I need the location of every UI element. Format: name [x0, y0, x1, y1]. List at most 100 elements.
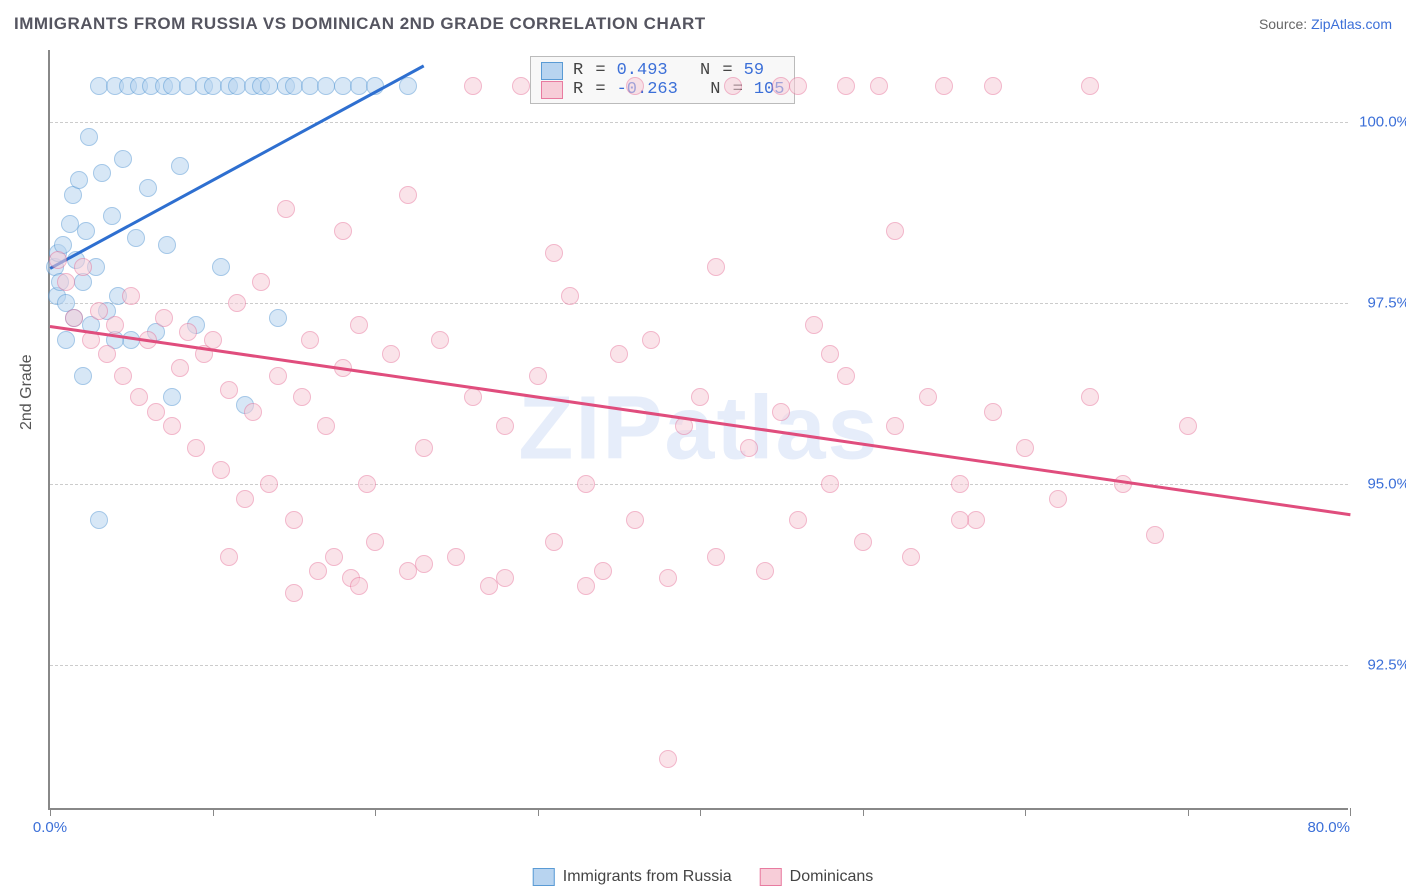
data-point	[577, 577, 595, 595]
data-point	[772, 403, 790, 421]
data-point	[309, 562, 327, 580]
data-point	[626, 77, 644, 95]
legend-swatch	[541, 81, 563, 99]
source-link[interactable]: ZipAtlas.com	[1311, 16, 1392, 32]
data-point	[103, 207, 121, 225]
data-point	[65, 309, 83, 327]
data-point	[171, 157, 189, 175]
data-point	[1081, 77, 1099, 95]
data-point	[252, 273, 270, 291]
data-point	[179, 323, 197, 341]
data-point	[707, 258, 725, 276]
r-label: R =	[573, 80, 607, 99]
data-point	[114, 367, 132, 385]
data-point	[529, 367, 547, 385]
data-point	[659, 569, 677, 587]
gridline	[50, 122, 1348, 123]
data-point	[269, 367, 287, 385]
data-point	[821, 475, 839, 493]
data-point	[1016, 439, 1034, 457]
data-point	[447, 548, 465, 566]
chart-header: IMMIGRANTS FROM RUSSIA VS DOMINICAN 2ND …	[0, 0, 1406, 40]
data-point	[740, 439, 758, 457]
x-tick-label: 0.0%	[33, 819, 67, 836]
data-point	[260, 475, 278, 493]
data-point	[98, 345, 116, 363]
data-point	[659, 750, 677, 768]
correlation-row: R =-0.263 N =105	[541, 80, 784, 99]
data-point	[935, 77, 953, 95]
data-point	[212, 258, 230, 276]
legend-item: Dominicans	[760, 868, 874, 886]
data-point	[821, 345, 839, 363]
legend-swatch	[760, 868, 782, 886]
data-point	[158, 236, 176, 254]
data-point	[350, 316, 368, 334]
data-point	[772, 77, 790, 95]
data-point	[594, 562, 612, 580]
data-point	[967, 511, 985, 529]
data-point	[399, 77, 417, 95]
data-point	[334, 222, 352, 240]
y-tick-label: 95.0%	[1354, 476, 1406, 493]
source-attribution: Source: ZipAtlas.com	[1259, 16, 1392, 32]
data-point	[1081, 388, 1099, 406]
data-point	[285, 511, 303, 529]
data-point	[1049, 490, 1067, 508]
data-point	[106, 316, 124, 334]
legend-label: Dominicans	[790, 868, 874, 886]
data-point	[837, 367, 855, 385]
data-point	[350, 577, 368, 595]
data-point	[77, 222, 95, 240]
x-tick	[700, 808, 701, 816]
data-point	[49, 251, 67, 269]
data-point	[577, 475, 595, 493]
data-point	[228, 294, 246, 312]
trend-line	[50, 325, 1350, 516]
data-point	[496, 569, 514, 587]
data-point	[984, 77, 1002, 95]
data-point	[691, 388, 709, 406]
data-point	[114, 150, 132, 168]
data-point	[886, 222, 904, 240]
data-point	[325, 548, 343, 566]
data-point	[74, 367, 92, 385]
source-label: Source:	[1259, 16, 1311, 32]
data-point	[155, 309, 173, 327]
legend-swatch	[541, 62, 563, 80]
scatter-chart: ZIPatlas R = 0.493 N = 59R =-0.263 N =10…	[48, 50, 1348, 810]
data-point	[382, 345, 400, 363]
y-tick-label: 92.5%	[1354, 657, 1406, 674]
data-point	[127, 229, 145, 247]
data-point	[93, 164, 111, 182]
data-point	[139, 179, 157, 197]
data-point	[854, 533, 872, 551]
y-tick-label: 100.0%	[1354, 114, 1406, 131]
data-point	[285, 584, 303, 602]
data-point	[610, 345, 628, 363]
data-point	[244, 403, 262, 421]
data-point	[919, 388, 937, 406]
x-tick	[538, 808, 539, 816]
data-point	[1179, 417, 1197, 435]
n-label: N =	[678, 61, 734, 80]
r-label: R =	[573, 61, 607, 80]
data-point	[464, 388, 482, 406]
data-point	[301, 331, 319, 349]
data-point	[480, 577, 498, 595]
data-point	[74, 258, 92, 276]
x-tick	[1350, 808, 1351, 816]
correlation-row: R = 0.493 N = 59	[541, 61, 784, 80]
data-point	[220, 381, 238, 399]
data-point	[724, 77, 742, 95]
x-tick	[50, 808, 51, 816]
data-point	[512, 77, 530, 95]
data-point	[212, 461, 230, 479]
data-point	[70, 171, 88, 189]
data-point	[415, 555, 433, 573]
data-point	[886, 417, 904, 435]
data-point	[171, 359, 189, 377]
data-point	[984, 403, 1002, 421]
x-tick	[213, 808, 214, 816]
data-point	[415, 439, 433, 457]
